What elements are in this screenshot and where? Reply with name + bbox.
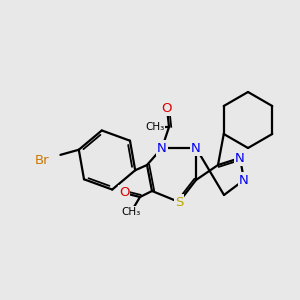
Text: O: O xyxy=(119,187,129,200)
Text: Br: Br xyxy=(35,154,49,166)
Text: O: O xyxy=(162,101,172,115)
Text: S: S xyxy=(175,196,183,208)
Text: CH₃: CH₃ xyxy=(122,207,141,217)
Text: N: N xyxy=(235,152,245,164)
Text: N: N xyxy=(239,173,249,187)
Text: N: N xyxy=(157,142,167,154)
Text: N: N xyxy=(191,142,201,154)
Text: CH₃: CH₃ xyxy=(146,122,165,132)
